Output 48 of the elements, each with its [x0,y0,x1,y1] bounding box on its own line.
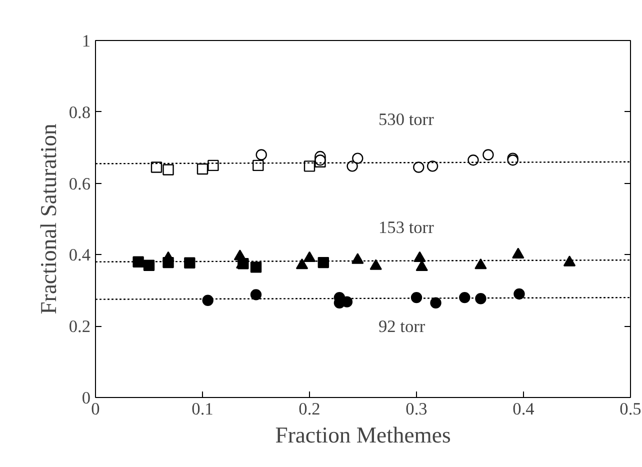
point [304,160,316,172]
point [303,251,316,262]
point [413,162,424,173]
y-tick-label: 0.8 [68,102,91,122]
point [296,258,308,270]
point [196,163,208,175]
point [162,164,174,176]
point [132,256,144,268]
y-tick-label: 0.2 [68,317,91,336]
point [352,152,364,164]
point [184,257,196,269]
point [162,251,174,262]
x-tick-label: 0.3 [406,400,428,418]
y-axis-title: Fractional Saturation [36,124,61,314]
point [256,149,267,160]
point [459,292,470,304]
point [234,250,246,260]
point [208,160,219,172]
point [250,289,262,300]
point [475,293,486,304]
point [468,154,479,166]
x-tick-label: 0.5 [620,400,642,418]
point [370,259,382,270]
point [143,260,155,272]
point [482,149,494,160]
point [430,297,442,308]
point [563,256,576,266]
point [252,160,264,172]
x-tick-label: 0.2 [298,400,320,418]
annotation: 153 torr [378,218,434,237]
y-tick-label: 1 [82,32,91,50]
point [250,262,262,273]
point [426,160,438,172]
point [512,248,524,258]
point [318,256,330,268]
x-axis-title: Fraction Methemes [275,422,451,448]
point [352,253,364,264]
y-tick-label: 0.6 [68,174,91,194]
x-tick-label: 0.1 [192,400,214,418]
point [150,162,162,173]
point [474,258,487,270]
point [202,294,214,306]
annotation: 530 torr [378,110,434,129]
y-tick-label: 0.4 [68,246,91,265]
point [410,292,422,304]
point [514,288,525,300]
annotation: 92 torr [378,317,426,336]
x-tick-label: 0.4 [512,400,535,418]
